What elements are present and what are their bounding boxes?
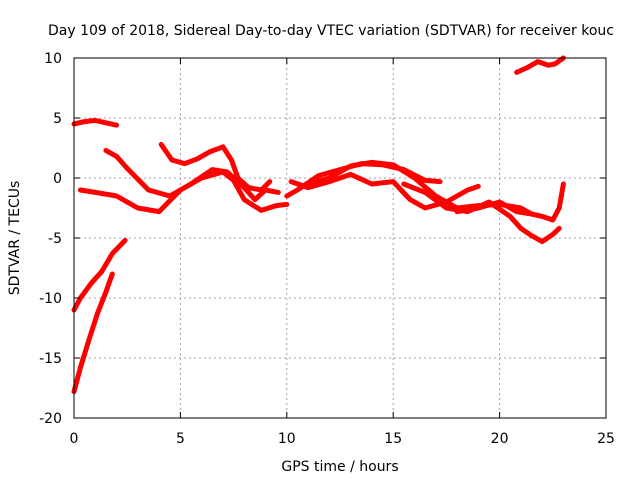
data-series xyxy=(71,55,566,395)
y-axis-label: SDTVAR / TECUs xyxy=(7,181,23,296)
y-tick-label: -10 xyxy=(39,291,62,307)
grid xyxy=(74,58,606,418)
x-axis-label: GPS time / hours xyxy=(281,459,398,475)
series-line-arc-10 xyxy=(401,181,562,245)
series-line-arc-11 xyxy=(454,181,566,223)
x-tick-label: 15 xyxy=(384,431,402,447)
y-tick-label: -15 xyxy=(39,351,62,367)
y-tick-label: 5 xyxy=(53,111,62,127)
y-tick-label: 10 xyxy=(44,51,62,67)
y-tick-label: -20 xyxy=(39,411,62,427)
axis-ticks: 0 5 10 15 20 25 -20 -15 -10 -5 0 5 10 xyxy=(39,51,615,447)
x-tick-label: 25 xyxy=(597,431,615,447)
series-line-arc-5 xyxy=(103,147,281,203)
x-tick-label: 5 xyxy=(176,431,185,447)
y-tick-label: 0 xyxy=(53,171,62,187)
series-line-arc-2 xyxy=(71,237,128,313)
x-tick-label: 0 xyxy=(70,431,79,447)
series-line-arc-1 xyxy=(71,117,120,128)
series-line-arc-8 xyxy=(288,171,481,211)
x-tick-label: 10 xyxy=(278,431,296,447)
y-tick-label: -5 xyxy=(48,231,62,247)
chart-title: Day 109 of 2018, Sidereal Day-to-day VTE… xyxy=(48,23,614,39)
series-line-arc-12 xyxy=(514,55,566,75)
series-line-arc-3 xyxy=(71,271,115,395)
x-tick-label: 20 xyxy=(491,431,509,447)
series-line-arc-6 xyxy=(158,141,273,193)
